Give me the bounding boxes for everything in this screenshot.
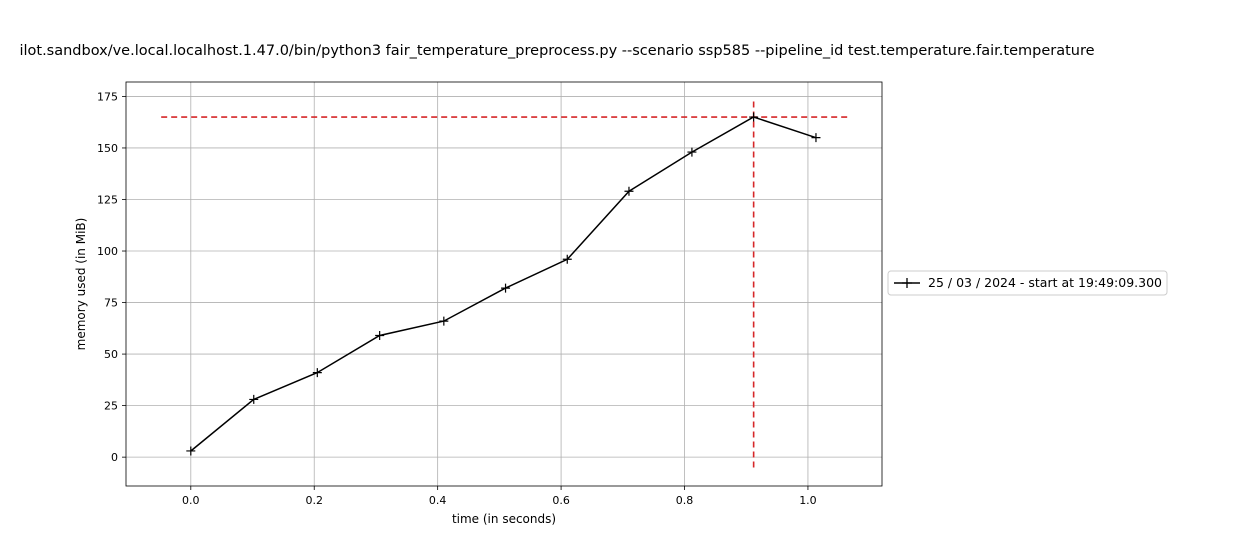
y-tick-label: 175 (97, 90, 118, 103)
data-point-marker (501, 283, 511, 293)
x-tick-label: 0.0 (182, 494, 200, 507)
legend-box (887, 270, 1168, 296)
data-point-marker (624, 186, 634, 196)
series-layer (186, 112, 821, 456)
y-tick-label: 125 (97, 193, 118, 206)
data-point-marker (375, 331, 385, 341)
x-axis-ticks: 0.0 0.2 0.4 0.6 0.8 1.0 (182, 486, 817, 507)
y-axis-ticks: 0 25 50 75 100 125 150 175 (97, 90, 126, 464)
y-tick-label: 75 (104, 297, 118, 310)
data-point-marker (312, 368, 322, 378)
data-point-marker (562, 254, 572, 264)
data-point-marker (186, 446, 196, 456)
grid-lines (126, 82, 882, 486)
legend-marker-plus-icon (902, 278, 912, 288)
peak-reference-lines (161, 100, 848, 468)
x-tick-label: 1.0 (799, 494, 817, 507)
x-tick-label: 0.6 (552, 494, 570, 507)
y-tick-label: 150 (97, 142, 118, 155)
legend-label: 25 / 03 / 2024 - start at 19:49:09.300 (928, 275, 1162, 290)
y-tick-label: 50 (104, 348, 118, 361)
legend: 25 / 03 / 2024 - start at 19:49:09.300 (887, 270, 1168, 296)
y-tick-label: 0 (111, 451, 118, 464)
x-tick-label: 0.4 (429, 494, 447, 507)
y-tick-label: 25 (104, 400, 118, 413)
x-tick-label: 0.8 (676, 494, 694, 507)
y-tick-label: 100 (97, 245, 118, 258)
x-tick-label: 0.2 (305, 494, 323, 507)
series-line (190, 116, 817, 452)
data-point-marker (687, 147, 697, 157)
data-point-marker (249, 394, 259, 404)
data-point-marker (749, 112, 759, 122)
x-axis-label: time (in seconds) (452, 512, 556, 526)
y-axis-label: memory used (in MiB) (74, 218, 88, 351)
chart-title: ilot.sandbox/ve.local.localhost.1.47.0/b… (19, 43, 1094, 59)
plot-frame (125, 81, 883, 487)
data-point-marker (811, 133, 821, 143)
data-point-marker (439, 316, 449, 326)
